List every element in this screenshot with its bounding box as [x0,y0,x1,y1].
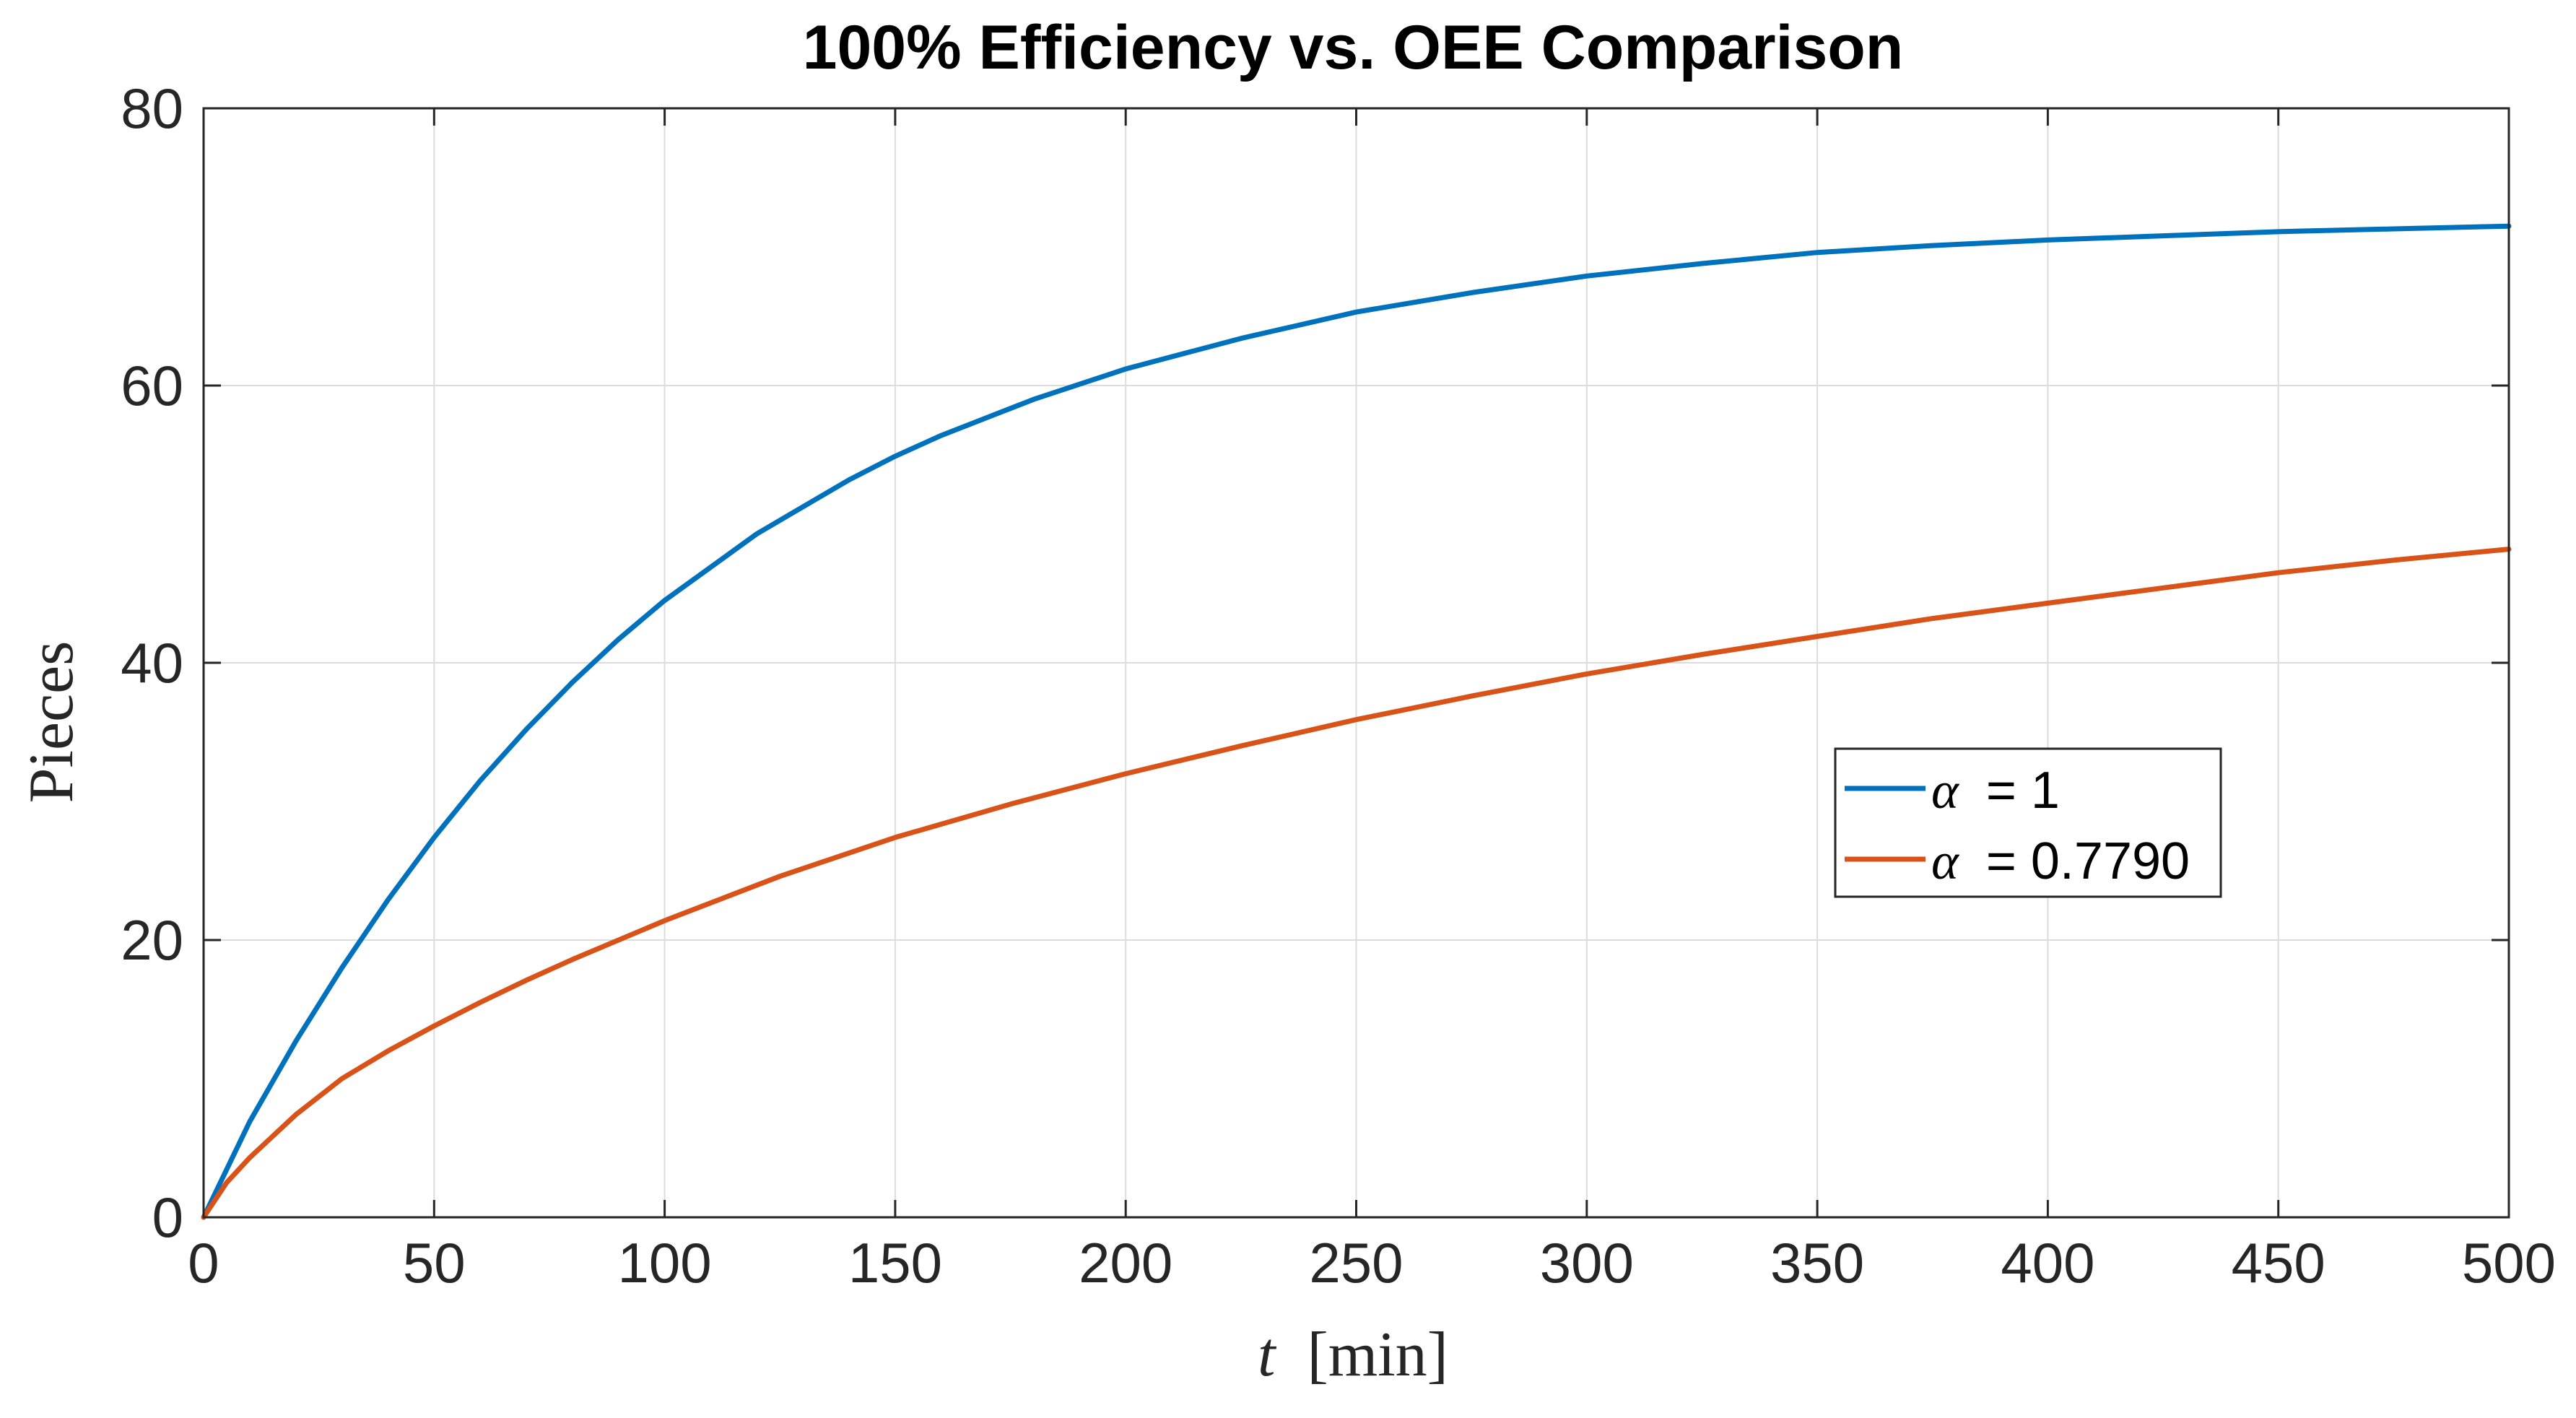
y-tick-label: 60 [121,354,183,417]
y-tick-label: 0 [152,1186,183,1249]
y-tick-label: 20 [121,908,183,972]
grid-layer [204,108,2509,1217]
x-axis-label: t [min] [1258,1320,1448,1390]
axes-layer [202,107,2510,1219]
x-tick-label: 150 [848,1231,942,1295]
x-axis-label-variable: t [1258,1320,1277,1390]
legend: α = 1 α = 0.7790 [1834,747,2222,898]
series-layer [201,223,2512,1220]
tick-label-layer: 0 50 100 150 200 250 300 350 400 450 500 0 20 40 60 80 [121,77,2556,1295]
x-tick-label: 300 [1540,1231,1634,1295]
y-tick-label: 80 [121,77,183,140]
x-tick-label: 0 [188,1231,219,1295]
y-axis-label: Pieces [17,641,87,804]
chart-title: 100% Efficiency vs. OEE Comparison [803,13,1904,82]
x-tick-label: 250 [1309,1231,1403,1295]
x-axis-label-unit: [min] [1307,1320,1448,1390]
legend-box [1834,747,2222,898]
legend-label-series-1: α = 1 [1931,762,2060,819]
series-line-1 [201,223,2512,1220]
x-tick-label: 100 [618,1231,712,1295]
x-tick-label: 450 [2232,1231,2325,1295]
x-tick-label: 200 [1079,1231,1172,1295]
legend-label-series-2: α = 0.7790 [1931,832,2190,890]
series-line-2 [201,547,2512,1220]
legend-entry-1: α = 1 [1845,762,2060,819]
x-tick-label: 400 [2001,1231,2094,1295]
legend-entry-2: α = 0.7790 [1845,832,2190,890]
x-tick-label: 50 [403,1231,466,1295]
x-tick-label: 500 [2462,1231,2556,1295]
x-tick-label: 350 [1770,1231,1864,1295]
y-tick-label: 40 [121,631,183,695]
